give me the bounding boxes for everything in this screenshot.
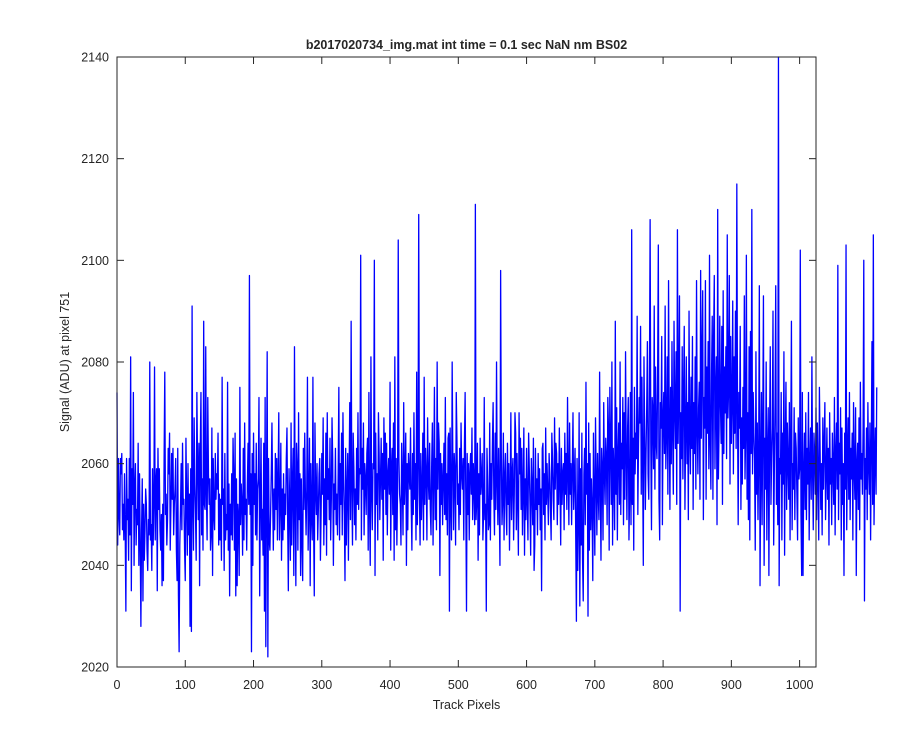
x-tick-label: 300 [311, 678, 332, 692]
x-axis-label: Track Pixels [433, 698, 501, 712]
y-tick-label: 2140 [81, 51, 109, 65]
x-tick-label: 500 [448, 678, 469, 692]
series-layer [116, 56, 878, 658]
y-axis: 2020 2040 2060 2080 2100 2120 2140 [81, 51, 816, 675]
x-tick-label: 0 [114, 678, 121, 692]
x-axis: 0 100 200 300 400 500 600 700 800 900 1000 [114, 57, 814, 692]
x-tick-label: 800 [653, 678, 674, 692]
x-tick-label: 400 [380, 678, 401, 692]
y-tick-label: 2020 [81, 661, 109, 675]
x-tick-label: 200 [243, 678, 264, 692]
x-tick-label: 900 [721, 678, 742, 692]
x-tick-label: 100 [175, 678, 196, 692]
x-tick-label: 600 [516, 678, 537, 692]
series-line [116, 56, 878, 658]
x-tick-label: 1000 [786, 678, 814, 692]
y-tick-label: 2060 [81, 457, 109, 471]
y-axis-label: Signal (ADU) at pixel 751 [58, 292, 72, 432]
x-tick-label: 700 [584, 678, 605, 692]
y-tick-label: 2100 [81, 254, 109, 268]
chart-title: b2017020734_img.mat int time = 0.1 sec N… [306, 38, 627, 52]
y-tick-label: 2080 [81, 356, 109, 370]
y-tick-label: 2120 [81, 152, 109, 166]
y-tick-label: 2040 [81, 559, 109, 573]
